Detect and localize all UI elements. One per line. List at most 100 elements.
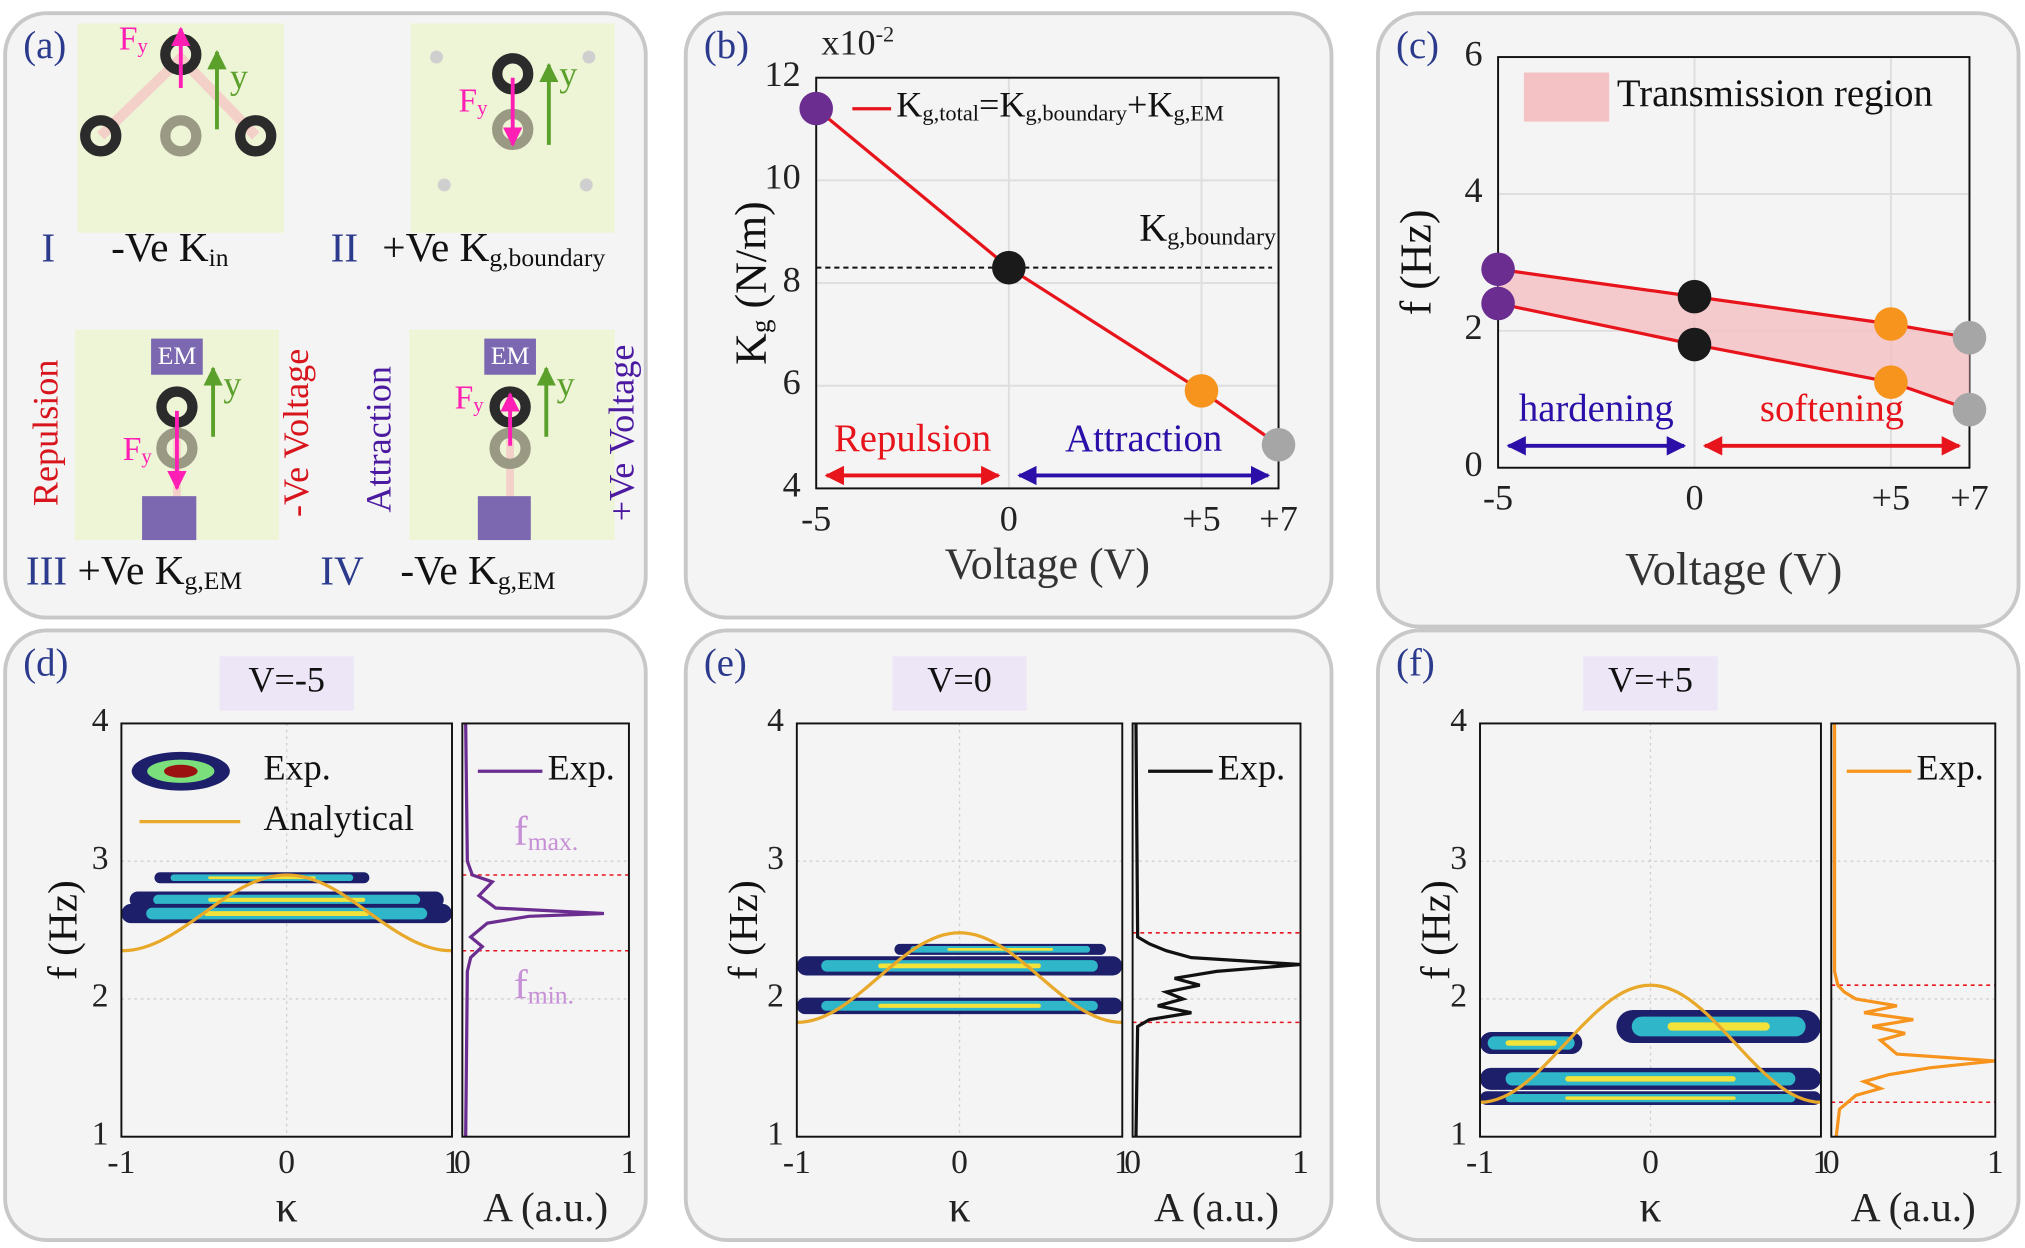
x-axis-label: A (a.u.) [1851, 1184, 1976, 1231]
y-tick-label: 3 [92, 840, 109, 877]
subscript: g,total [922, 100, 979, 125]
subscript: y [137, 34, 148, 58]
text-part: x10 [821, 23, 875, 63]
y-tick-label: 2 [767, 978, 784, 1015]
title-box [892, 656, 1027, 711]
contour-band [1565, 1076, 1736, 1082]
y-tick-label: 10 [765, 157, 801, 197]
y-tick-label: 0 [1465, 444, 1483, 484]
panel-frames [3, 11, 2021, 1242]
legend-label: Exp. [1218, 748, 1285, 788]
subscript: g [746, 319, 776, 333]
x-tick-label: 0 [278, 1144, 295, 1181]
x-tick-label: 1 [1292, 1144, 1309, 1181]
node [579, 178, 593, 192]
subscript: g,EM [1174, 100, 1224, 125]
axis-label: y [559, 54, 577, 94]
text-part: F [123, 431, 142, 468]
panel-label: (d) [23, 642, 68, 685]
x-tick-label: 0 [1823, 1144, 1840, 1181]
panel-frame [683, 628, 1334, 1242]
legend-label: Exp. [548, 748, 615, 788]
chart-title: V=-5 [248, 660, 325, 700]
legend-label: Analytical [263, 798, 414, 838]
label: Kg,total=Kg,boundary+Kg,EM [896, 85, 1224, 125]
panel-label: (f) [1396, 642, 1435, 685]
x-tick-label: -1 [1466, 1144, 1494, 1181]
x-axis-label: κ [948, 1184, 970, 1232]
text-part: =K [979, 85, 1026, 125]
contour-band [878, 1003, 1041, 1008]
x-axis-label: Voltage (V) [945, 541, 1150, 589]
legend-swatch [1523, 72, 1610, 122]
x-tick-label: 1 [1987, 1144, 2004, 1181]
y-axis-label: f (Hz) [1412, 880, 1459, 980]
panel-label: (b) [704, 24, 749, 67]
y-tick-label: 1 [767, 1115, 784, 1152]
x-tick-label: 1 [1813, 1144, 1830, 1181]
y-tick-label: 6 [1465, 33, 1483, 73]
x-tick-label: +7 [1950, 478, 1988, 518]
subscript: min. [528, 980, 574, 1009]
chart-title: V=+5 [1608, 660, 1693, 700]
force-label: Fy [123, 431, 153, 468]
text-part: K [728, 333, 776, 365]
subscript: max. [528, 827, 579, 856]
y-axis-label: f (Hz) [1393, 209, 1441, 315]
region-label: Repulsion [834, 417, 991, 460]
contour-band [878, 963, 1041, 969]
text-part: F [119, 20, 138, 57]
legend-swatch [164, 764, 198, 778]
x-axis-label: A (a.u.) [483, 1184, 608, 1231]
text-part: f [514, 962, 528, 1008]
y-tick-label: 4 [767, 702, 784, 739]
y-tick-label: 4 [92, 702, 109, 739]
subscript: g,boundary [489, 243, 605, 272]
plot-frame [1131, 722, 1302, 1138]
em-block [142, 496, 197, 541]
contour-band [208, 897, 366, 902]
node [430, 50, 443, 64]
spectrum-line [1832, 723, 1996, 1137]
series-line [815, 107, 1280, 447]
y-axis-label: f (Hz) [40, 880, 87, 980]
x-axis-label: κ [276, 1184, 298, 1232]
y-tick-label: 1 [1450, 1115, 1467, 1152]
label: Kg (N/m) [728, 201, 776, 365]
y-tick-label: 2 [1465, 307, 1483, 347]
contour-band [1505, 1040, 1557, 1046]
cell-numeral: IV [320, 547, 364, 593]
marker [1481, 286, 1515, 321]
x-tick-label: 1 [1114, 1144, 1131, 1181]
title-box [219, 656, 354, 711]
plot-frame [1479, 722, 1822, 1138]
x-tick-label: 0 [951, 1144, 968, 1181]
text-part: f [514, 809, 528, 855]
em-block [151, 338, 203, 375]
side-label: Repulsion [25, 360, 65, 507]
text-part: -Ve K [111, 225, 209, 271]
mass [235, 115, 277, 157]
marker [1677, 279, 1712, 314]
em-label: EM [491, 341, 530, 370]
force-label: Fy [119, 20, 149, 57]
node [582, 50, 596, 64]
force-label: Fy [458, 82, 488, 119]
side-label: +Ve Voltage [601, 344, 641, 521]
marker [1952, 392, 1987, 427]
series-line [1497, 301, 1970, 412]
text-part: +Ve K [77, 547, 184, 593]
label: fmin. [514, 962, 574, 1009]
axis-label: y [230, 57, 248, 97]
legend-label: Exp. [263, 748, 330, 788]
marker [1874, 307, 1908, 341]
x-tick-label: 0 [1642, 1144, 1659, 1181]
marker [1261, 427, 1296, 462]
marker [1677, 327, 1712, 362]
y-tick-label: 3 [767, 840, 784, 877]
subscript: g,boundary [1026, 100, 1128, 125]
legend-label: Transmission region [1617, 72, 1933, 115]
subscript: g,EM [498, 566, 556, 595]
y-tick-label: 8 [783, 259, 801, 299]
